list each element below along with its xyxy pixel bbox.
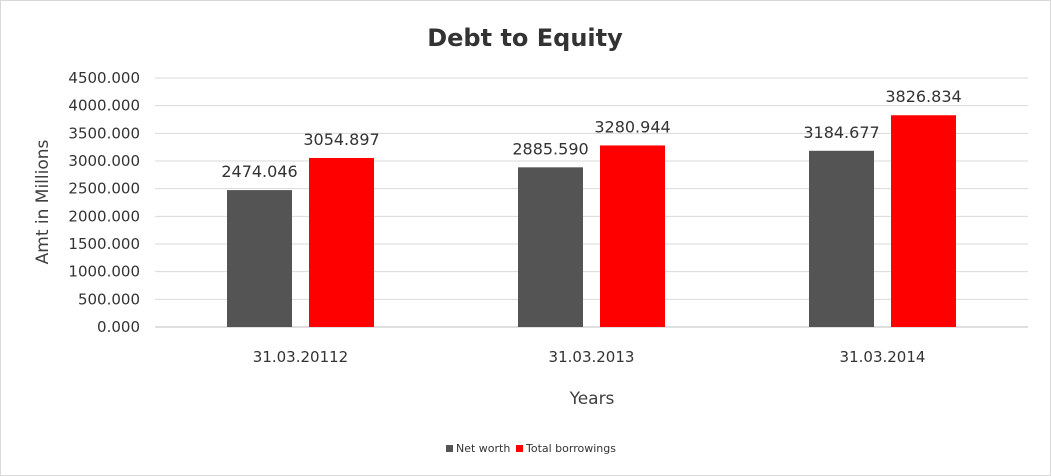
bar-net-worth <box>809 150 874 327</box>
bar-total-borrowings <box>891 115 956 327</box>
bar-total-borrowings <box>309 157 374 327</box>
data-label: 2474.046 <box>221 162 297 181</box>
legend-swatch <box>516 445 523 452</box>
data-label: 3054.897 <box>303 130 379 149</box>
y-axis-label: Amt in Millions <box>33 139 53 264</box>
y-tick-label: 3000.000 <box>68 152 140 170</box>
data-labels: 2474.046 3054.897 2885.590 3280.944 3184.677… <box>221 87 961 181</box>
bar-net-worth <box>518 167 583 327</box>
y-tick-label: 500.000 <box>78 290 140 308</box>
data-label: 3184.677 <box>803 123 879 142</box>
x-axis-label: Years <box>569 389 615 409</box>
y-tick-label: 2500.000 <box>68 180 140 198</box>
y-tick-label: 2000.000 <box>68 207 140 225</box>
data-label: 3280.944 <box>594 117 670 136</box>
bars <box>227 115 956 327</box>
data-label: 3826.834 <box>885 87 961 106</box>
chart-title: Debt to Equity <box>427 24 623 52</box>
y-tick-label: 1000.000 <box>68 263 140 281</box>
legend-label: Total borrowings <box>525 442 616 455</box>
legend-label: Net worth <box>456 442 510 455</box>
x-category-label: 31.03.2013 <box>549 348 635 366</box>
data-label: 2885.590 <box>512 139 588 158</box>
legend: Net worth Total borrowings <box>446 442 616 455</box>
y-axis-ticks: 0.000 500.000 1000.000 1500.000 2000.000 2500… <box>68 69 140 336</box>
legend-swatch <box>446 445 453 452</box>
y-tick-label: 3500.000 <box>68 124 140 142</box>
y-tick-label: 4500.000 <box>68 69 140 87</box>
bar-total-borrowings <box>600 145 665 327</box>
y-tick-label: 4000.000 <box>68 97 140 115</box>
x-category-label: 31.03.20112 <box>253 348 348 366</box>
bar-net-worth <box>227 190 292 327</box>
y-tick-label: 0.000 <box>97 318 140 336</box>
gridlines <box>155 77 1028 328</box>
y-tick-label: 1500.000 <box>68 235 140 253</box>
x-axis-categories: 31.03.20112 31.03.2013 31.03.2014 <box>253 348 926 366</box>
x-category-label: 31.03.2014 <box>840 348 926 366</box>
